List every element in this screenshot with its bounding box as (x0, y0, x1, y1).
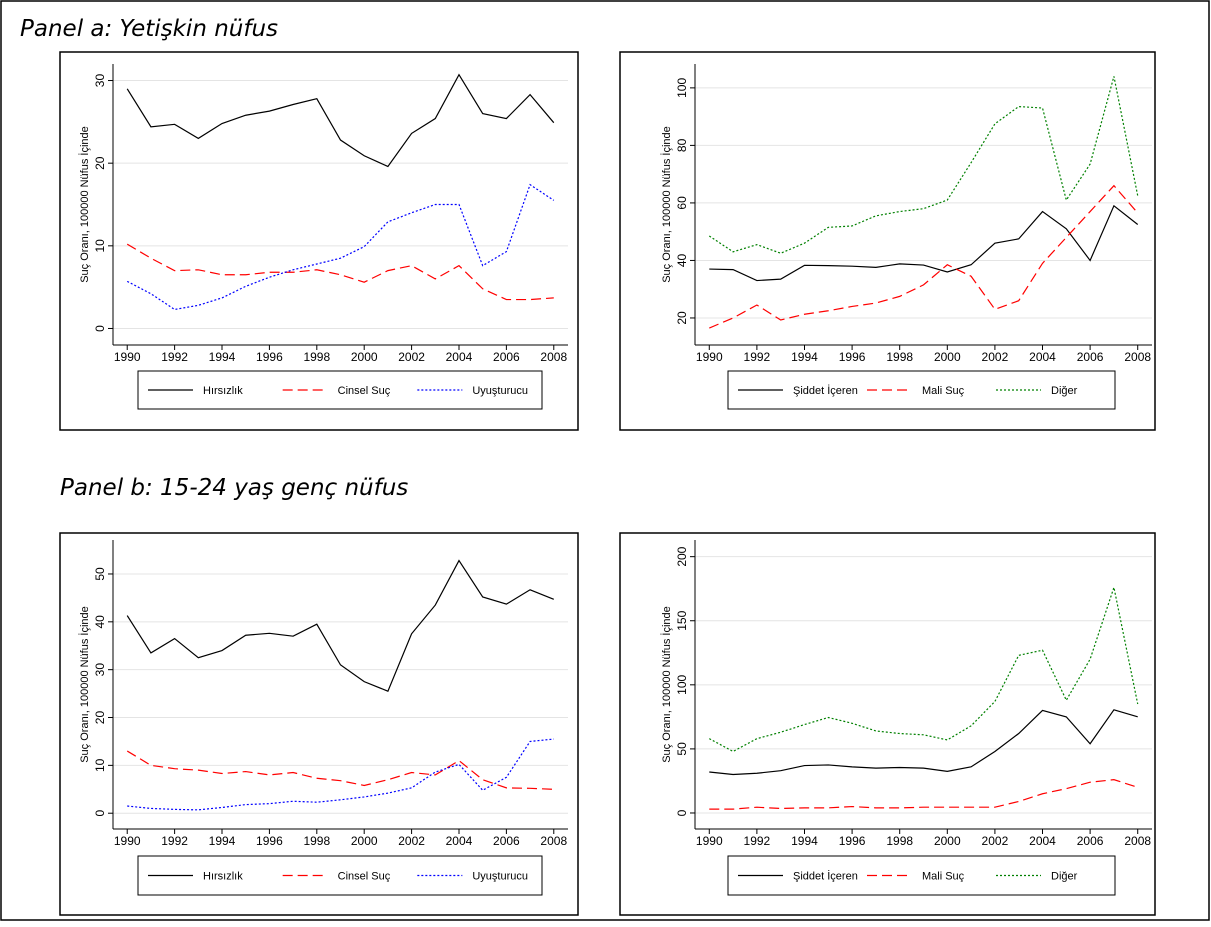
y-tick-label: 10 (93, 239, 107, 253)
x-tick-label: 2004 (1029, 834, 1056, 848)
x-tick-label: 2000 (351, 834, 378, 848)
legend-label: Uyuşturucu (472, 385, 528, 397)
y-tick-label: 20 (675, 311, 689, 325)
x-tick-label: 1998 (303, 834, 330, 848)
legend-label: Cinsel Suç (338, 871, 391, 883)
x-tick-label: 1996 (256, 350, 283, 364)
x-tick-label: 2008 (540, 350, 567, 364)
x-tick-label: 1990 (114, 834, 141, 848)
legend-label: Diğer (1051, 385, 1078, 397)
y-tick-label: 30 (93, 663, 107, 677)
y-tick-label: 20 (93, 156, 107, 170)
x-tick-label: 1996 (839, 350, 866, 364)
x-tick-label: 2004 (446, 350, 473, 364)
y-tick-label: 0 (93, 325, 107, 332)
y-tick-label: 0 (93, 810, 107, 817)
x-tick-label: 1992 (744, 350, 771, 364)
series-line (709, 184, 1139, 329)
chart-box (59, 532, 579, 916)
x-tick-label: 2000 (934, 834, 961, 848)
legend-label: Şiddet İçeren (793, 870, 858, 883)
y-tick-label: 10 (93, 758, 107, 772)
series-line (126, 559, 555, 692)
legend-label: Hırsızlık (203, 385, 243, 397)
x-tick-label: 1992 (744, 834, 771, 848)
x-tick-label: 2004 (446, 834, 473, 848)
x-tick-label: 1994 (209, 350, 236, 364)
chart-box (619, 532, 1156, 916)
x-tick-label: 1994 (791, 834, 818, 848)
x-tick-label: 1992 (161, 834, 188, 848)
x-tick-label: 2006 (493, 834, 520, 848)
x-tick-label: 1990 (696, 834, 723, 848)
y-tick-label: 60 (675, 196, 689, 210)
y-axis-label: Suç Oranı, 100000 Nüfus İçinde (78, 606, 91, 763)
x-tick-label: 1990 (114, 350, 141, 364)
series-line (126, 750, 554, 790)
y-tick-label: 150 (675, 610, 689, 630)
x-tick-label: 2002 (982, 834, 1009, 848)
x-tick-label: 2002 (398, 834, 425, 848)
x-tick-label: 2006 (1077, 350, 1104, 364)
legend-box (727, 370, 1116, 410)
x-tick-label: 1994 (791, 350, 818, 364)
series-line (127, 738, 554, 811)
y-tick-label: 80 (675, 138, 689, 152)
y-tick-label: 50 (675, 742, 689, 756)
y-axis-label: Suç Oranı, 100000 Nüfus İçinde (660, 606, 673, 763)
series-line (126, 73, 555, 168)
series-line (709, 709, 1138, 776)
y-tick-label: 100 (675, 78, 689, 98)
legend-label: Mali Suç (922, 385, 965, 397)
y-axis-label: Suç Oranı, 100000 Nüfus İçinde (78, 126, 91, 283)
series-line (708, 585, 1139, 753)
legend-label: Mali Suç (922, 871, 965, 883)
x-tick-label: 2002 (982, 350, 1009, 364)
series-line (709, 204, 1139, 282)
y-tick-label: 50 (93, 567, 107, 581)
x-tick-label: 1992 (161, 350, 188, 364)
x-tick-label: 1998 (303, 350, 330, 364)
legend-box (137, 855, 543, 896)
x-tick-label: 1994 (209, 834, 236, 848)
x-tick-label: 1998 (886, 350, 913, 364)
x-tick-label: 1998 (886, 834, 913, 848)
legend-label: Uyuşturucu (472, 871, 528, 883)
x-tick-label: 2008 (540, 834, 567, 848)
chart-box (619, 51, 1156, 431)
y-tick-label: 20 (93, 711, 107, 725)
y-tick-label: 40 (675, 253, 689, 267)
x-tick-label: 2004 (1029, 350, 1056, 364)
x-tick-label: 2006 (493, 350, 520, 364)
x-tick-label: 2006 (1077, 834, 1104, 848)
y-tick-label: 200 (675, 546, 689, 566)
legend-label: Diğer (1051, 871, 1078, 883)
x-tick-label: 1996 (839, 834, 866, 848)
legend-box (727, 855, 1116, 896)
panel-title: Panel b: 15-24 yaş genç nüfus (60, 475, 408, 501)
x-tick-label: 2002 (398, 350, 425, 364)
series-line (126, 183, 555, 311)
panel-title: Panel a: Yetişkin nüfus (20, 16, 278, 42)
x-tick-label: 2008 (1124, 350, 1151, 364)
legend-box (137, 370, 543, 410)
series-line (709, 779, 1138, 810)
y-tick-label: 40 (93, 615, 107, 629)
x-tick-label: 1990 (696, 350, 723, 364)
x-tick-label: 2008 (1124, 834, 1151, 848)
legend-label: Şiddet İçeren (793, 384, 858, 397)
x-tick-label: 2000 (934, 350, 961, 364)
y-axis-label: Suç Oranı, 100000 Nüfus İçinde (660, 126, 673, 283)
x-tick-label: 2000 (351, 350, 378, 364)
legend-label: Cinsel Suç (338, 385, 391, 397)
y-tick-label: 0 (675, 809, 689, 816)
legend-label: Hırsızlık (203, 871, 243, 883)
y-tick-label: 30 (93, 74, 107, 88)
x-tick-label: 1996 (256, 834, 283, 848)
y-tick-label: 100 (675, 674, 689, 694)
series-line (126, 243, 554, 301)
